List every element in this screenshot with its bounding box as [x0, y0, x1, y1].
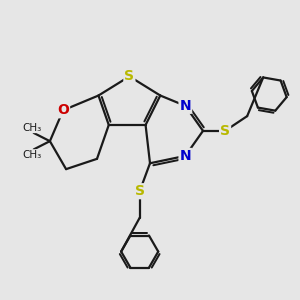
Text: S: S — [124, 69, 134, 83]
Text: CH₃: CH₃ — [22, 123, 42, 133]
Text: N: N — [179, 149, 191, 163]
Text: CH₃: CH₃ — [22, 150, 42, 160]
Text: S: S — [135, 184, 145, 198]
Text: N: N — [179, 99, 191, 113]
Text: O: O — [57, 103, 69, 117]
Text: S: S — [220, 124, 230, 138]
